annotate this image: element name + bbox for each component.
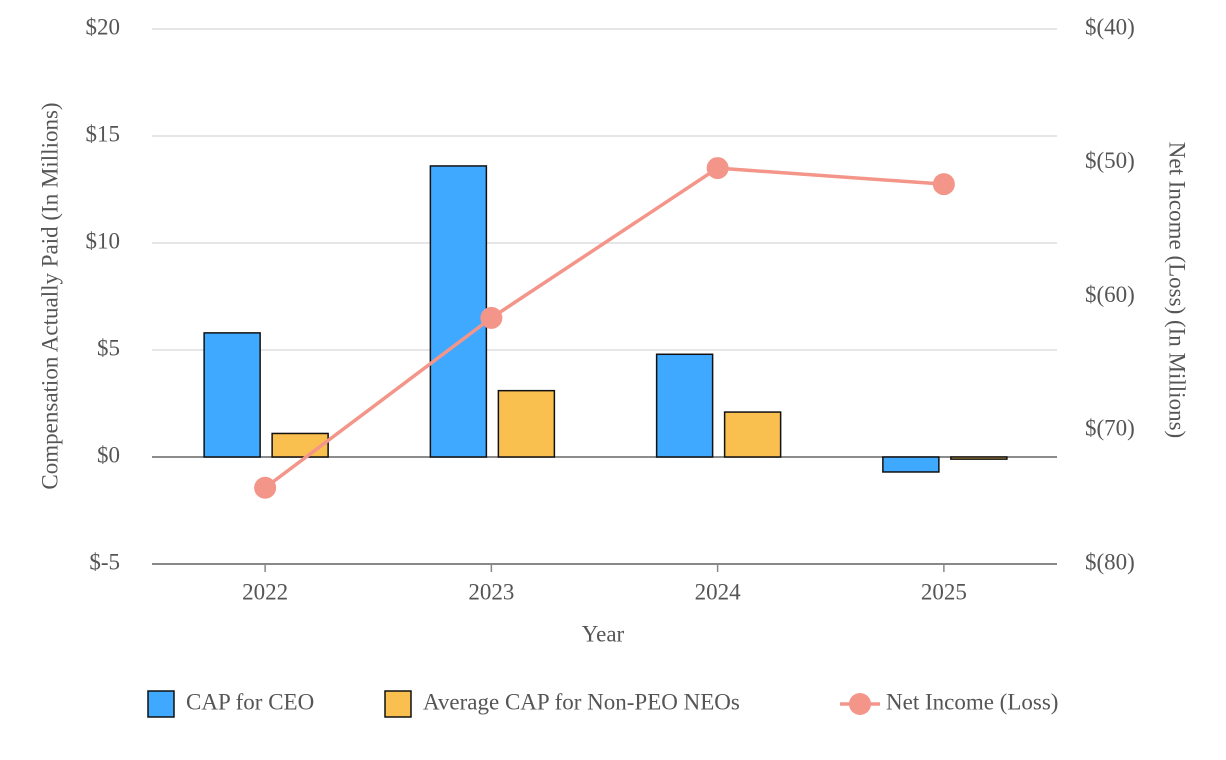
line xyxy=(264,166,944,490)
bar xyxy=(723,411,782,458)
line-point xyxy=(254,476,277,499)
y2-tick-label: $(40) xyxy=(1085,14,1135,39)
x-tick-label: 2025 xyxy=(921,579,967,604)
legend-label: Net Income (Loss) xyxy=(886,689,1058,714)
legend-swatch xyxy=(384,690,412,718)
legend-swatch xyxy=(849,693,871,715)
bar xyxy=(950,456,1008,460)
line-point xyxy=(480,306,503,329)
y2-tick-label: $(50) xyxy=(1085,148,1135,173)
y2-tick-label: $(60) xyxy=(1085,282,1135,307)
y2-tick-label: $(80) xyxy=(1085,549,1135,574)
x-tick-label: 2023 xyxy=(468,579,514,604)
legend-label: CAP for CEO xyxy=(186,689,314,714)
bar xyxy=(882,456,940,473)
y-tick-label: $5 xyxy=(97,335,120,360)
bar xyxy=(655,353,714,458)
y2-axis-title: Net Income (Loss) (In Millions) xyxy=(1165,142,1190,438)
x-tick-label: 2022 xyxy=(242,579,288,604)
line-point xyxy=(706,157,729,180)
bar xyxy=(429,165,488,458)
x-axis-title: Year xyxy=(582,621,625,646)
x-tick-label: 2024 xyxy=(695,579,742,604)
bar xyxy=(203,332,261,458)
line-point xyxy=(932,173,955,196)
y-tick-label: $0 xyxy=(97,442,120,467)
y-tick-label: $10 xyxy=(86,228,121,253)
y-axis-title: Compensation Actually Paid (In Millions) xyxy=(37,102,62,489)
legend-label: Average CAP for Non-PEO NEOs xyxy=(423,689,740,714)
y-tick-label: $15 xyxy=(86,121,121,146)
legend-swatch xyxy=(147,690,175,718)
y2-tick-label: $(70) xyxy=(1085,416,1135,441)
y-tick-label: $20 xyxy=(86,14,121,39)
bar xyxy=(497,389,556,458)
y-tick-label: $-5 xyxy=(89,549,120,574)
